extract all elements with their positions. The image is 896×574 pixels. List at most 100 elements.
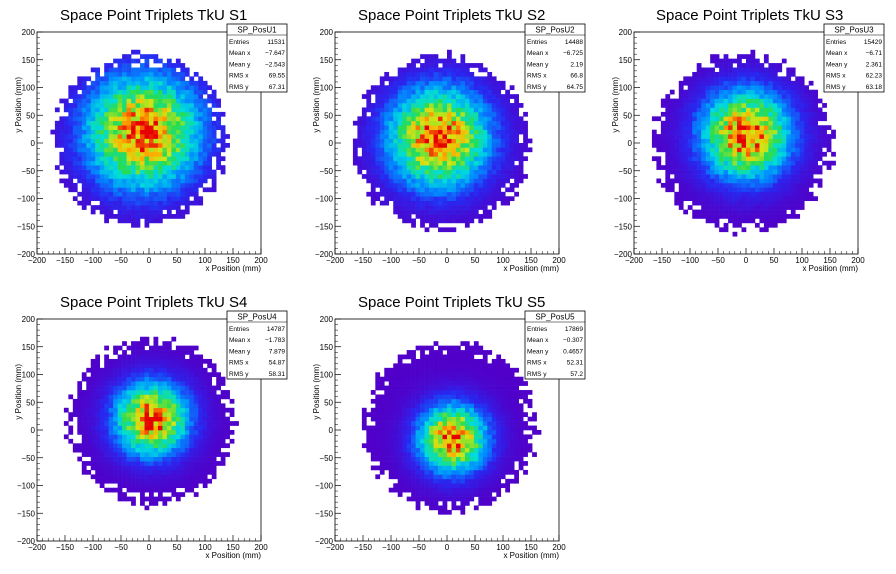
heatmap-cell: [86, 134, 92, 139]
heatmap-cell: [122, 496, 127, 502]
heatmap-cell: [166, 116, 172, 122]
heatmap-cell: [108, 434, 114, 440]
heatmap-cell: [126, 447, 132, 453]
heatmap-cell: [216, 111, 221, 117]
heatmap-cell: [491, 85, 497, 91]
heatmap-cell: [95, 71, 101, 77]
heatmap-cell: [117, 496, 123, 502]
heatmap-cell: [692, 71, 698, 77]
heatmap-cell: [220, 438, 226, 444]
heatmap-cell: [732, 103, 738, 108]
heatmap-cell: [149, 434, 154, 440]
heatmap-cell: [808, 103, 814, 108]
heatmap-cell: [72, 129, 78, 135]
heatmap-cell: [175, 63, 181, 68]
heatmap-cell: [750, 160, 756, 166]
heatmap-cell: [90, 160, 96, 166]
heatmap-cell: [384, 169, 390, 175]
heatmap-cell: [68, 412, 74, 417]
heatmap-cell: [683, 103, 689, 108]
heatmap-cell: [808, 191, 814, 197]
heatmap-cell: [54, 134, 60, 139]
heatmap-cell: [211, 138, 217, 144]
heatmap-cell: [126, 465, 132, 471]
heatmap-cell: [705, 76, 711, 82]
heatmap-cell: [500, 156, 506, 162]
heatmap-cell: [777, 125, 783, 130]
heatmap-cell: [198, 165, 204, 170]
heatmap-cell: [500, 129, 506, 135]
heatmap-cell: [63, 120, 69, 126]
heatmap-cell: [140, 98, 145, 104]
heatmap-cell: [388, 116, 394, 122]
heatmap-cell: [737, 89, 742, 95]
heatmap-cell: [81, 178, 87, 184]
heatmap-cell: [202, 456, 208, 462]
stats-row-label: Entries: [826, 39, 847, 46]
heatmap-cell: [171, 487, 177, 493]
heatmap-cell: [696, 63, 702, 68]
heatmap-cell: [162, 376, 168, 382]
heatmap-cell: [737, 63, 742, 68]
heatmap-cell: [126, 196, 132, 202]
heatmap-cell: [478, 67, 484, 73]
heatmap-cell: [135, 403, 141, 409]
heatmap-cell: [229, 412, 235, 417]
heatmap-cell: [464, 76, 470, 82]
heatmap-cell: [135, 394, 141, 400]
heatmap-cell: [790, 214, 796, 219]
heatmap-cell: [804, 111, 810, 117]
heatmap-cell: [795, 143, 801, 148]
heatmap-cell: [157, 191, 163, 197]
heatmap-cell: [171, 447, 177, 453]
heatmap-cell: [153, 138, 159, 144]
heatmap-cell: [361, 174, 367, 179]
heatmap-cell: [184, 111, 190, 117]
heatmap-cell: [175, 98, 181, 104]
y-tick-label: 100: [22, 371, 36, 380]
heatmap-cell: [104, 425, 109, 431]
heatmap-cell: [397, 103, 403, 108]
heatmap-cell: [171, 425, 177, 431]
heatmap-cell: [166, 372, 172, 378]
heatmap-cell: [728, 169, 733, 175]
heatmap-cell: [746, 67, 751, 73]
heatmap-cell: [710, 58, 715, 64]
heatmap-cell: [193, 372, 199, 378]
heatmap-cell: [424, 196, 430, 202]
heatmap-cell: [171, 390, 177, 395]
heatmap-cell: [171, 111, 177, 117]
heatmap-cell: [487, 80, 493, 86]
heatmap-cell: [750, 174, 756, 179]
heatmap-cell: [153, 461, 159, 466]
heatmap-cell: [68, 138, 74, 144]
heatmap-cell: [184, 438, 190, 444]
heatmap-cell: [166, 67, 172, 73]
heatmap-cell: [131, 71, 136, 77]
heatmap-cell: [674, 120, 680, 126]
heatmap-cell: [175, 178, 181, 184]
heatmap-cell: [220, 156, 226, 162]
heatmap-cell: [189, 85, 195, 91]
heatmap-cell: [153, 390, 159, 395]
panel-title: Space Point Triplets TkU S5: [358, 294, 545, 311]
heatmap-cell: [795, 98, 801, 104]
heatmap-cell: [184, 350, 190, 355]
heatmap-cell: [95, 385, 101, 391]
heatmap-cell: [429, 58, 434, 64]
heatmap-cell: [99, 98, 105, 104]
heatmap-cell: [99, 425, 105, 431]
heatmap-cell: [166, 209, 172, 215]
heatmap-cell: [193, 376, 199, 382]
heatmap-cell: [737, 98, 742, 104]
heatmap-cell: [135, 107, 141, 113]
heatmap-cell: [216, 403, 221, 409]
heatmap-cell: [198, 447, 204, 453]
heatmap-cell: [207, 421, 213, 426]
heatmap-cell: [81, 129, 87, 135]
heatmap-cell: [692, 200, 698, 206]
heatmap-cell: [207, 358, 213, 364]
heatmap-cell: [175, 147, 181, 153]
heatmap-cell: [193, 474, 199, 480]
heatmap-cell: [514, 94, 519, 99]
